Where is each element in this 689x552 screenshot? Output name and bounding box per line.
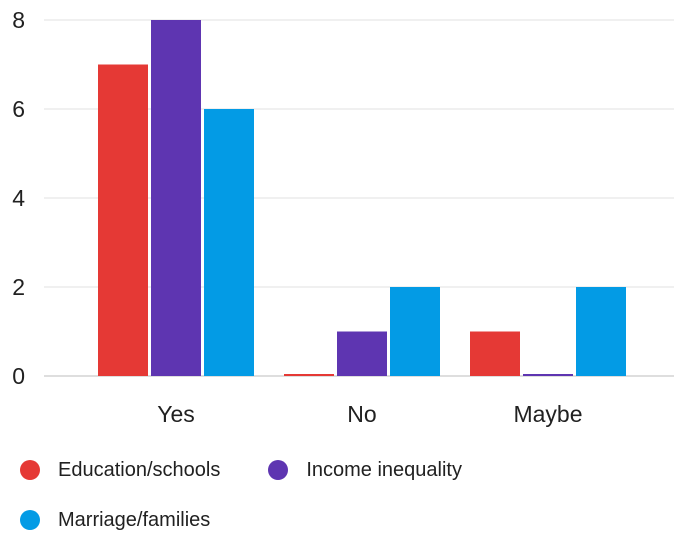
bar[interactable]	[470, 331, 520, 377]
legend-row: Marriage/families	[20, 502, 680, 538]
x-tick-label: No	[347, 401, 376, 427]
legend-item-income[interactable]: Income inequality	[268, 459, 462, 482]
bar[interactable]	[523, 374, 573, 376]
legend-marker	[20, 510, 40, 530]
bar[interactable]	[390, 287, 440, 376]
x-tick-label: Maybe	[513, 401, 582, 427]
y-tick-label: 6	[12, 96, 25, 122]
bars	[98, 20, 626, 376]
bar[interactable]	[98, 64, 148, 377]
bar[interactable]	[576, 287, 626, 376]
legend-item-marriage[interactable]: Marriage/families	[20, 509, 210, 532]
legend-marker	[268, 460, 289, 480]
bar[interactable]	[284, 374, 334, 376]
legend-marker	[20, 460, 40, 480]
legend: Education/schools Income inequality Marr…	[20, 452, 680, 552]
legend-row: Education/schools Income inequality	[20, 452, 680, 488]
x-axis: Yes No Maybe	[157, 401, 582, 427]
y-tick-label: 8	[12, 7, 25, 33]
legend-item-education[interactable]: Education/schools	[20, 459, 220, 482]
bar[interactable]	[204, 109, 254, 376]
bar-chart: 0 2 4 6 8 Yes No Maybe	[12, 7, 674, 427]
y-tick-label: 2	[12, 274, 25, 300]
y-axis: 0 2 4 6 8	[12, 7, 25, 389]
legend-label: Income inequality	[306, 458, 462, 481]
y-tick-label: 0	[12, 363, 25, 389]
y-tick-label: 4	[12, 185, 25, 211]
bar[interactable]	[151, 20, 201, 376]
legend-label: Marriage/families	[58, 508, 211, 531]
x-tick-label: Yes	[157, 401, 195, 427]
bar[interactable]	[337, 331, 387, 377]
legend-label: Education/schools	[58, 458, 221, 481]
